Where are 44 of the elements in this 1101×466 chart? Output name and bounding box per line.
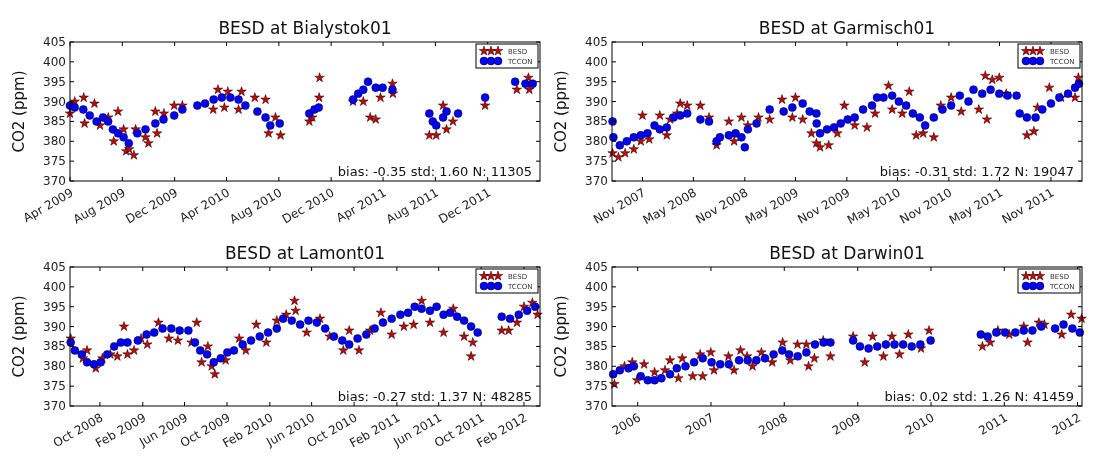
- y-tick-label: 405: [585, 35, 608, 49]
- y-tick-label: 395: [43, 74, 66, 89]
- y-tick-label: 385: [585, 114, 608, 129]
- y-axis-title: CO2 (ppm): [552, 295, 570, 378]
- y-tick-label: 370: [43, 174, 66, 188]
- y-tick-label: 390: [585, 319, 608, 334]
- y-tick-label: 390: [43, 319, 66, 334]
- y-tick-label: 375: [585, 379, 608, 394]
- y-tick-label: 400: [43, 279, 66, 294]
- annotation: bias: 0.02 std: 1.26 N: 41459: [884, 389, 1074, 404]
- y-tick-label: 380: [43, 359, 66, 374]
- y-tick-label: 380: [585, 134, 608, 149]
- y-tick-label: 370: [585, 174, 608, 188]
- y-tick-label: 380: [43, 134, 66, 149]
- y-axis-title: CO2 (ppm): [552, 70, 570, 153]
- annotation: bias: -0.35 std: 1.60 N: 11305: [337, 164, 532, 179]
- annotation: bias: -0.27 std: 1.37 N: 48285: [337, 389, 532, 404]
- chart-title: BESD at Lamont01: [224, 243, 386, 263]
- y-axis-title: CO2 (ppm): [10, 70, 28, 153]
- y-tick-label: 385: [43, 114, 66, 129]
- y-tick-label: 375: [43, 154, 66, 169]
- y-tick-label: 395: [585, 299, 608, 314]
- y-tick-label: 390: [585, 94, 608, 109]
- y-tick-label: 375: [43, 379, 66, 394]
- y-tick-label: 390: [43, 94, 66, 109]
- chart-title: BESD at Garmisch01: [758, 18, 936, 38]
- y-tick-label: 370: [585, 399, 608, 413]
- chart-title: BESD at Darwin01: [769, 243, 925, 263]
- y-tick-label: 405: [43, 35, 66, 49]
- y-axis-title: CO2 (ppm): [10, 295, 28, 378]
- y-tick-label: 380: [585, 359, 608, 374]
- y-tick-label: 400: [585, 279, 608, 294]
- y-tick-label: 400: [585, 54, 608, 69]
- y-tick-label: 400: [43, 54, 66, 69]
- annotation: bias: -0.31 std: 1.72 N: 19047: [879, 164, 1074, 179]
- y-tick-label: 395: [43, 299, 66, 314]
- chart-title: BESD at Bialystok01: [218, 18, 392, 38]
- y-tick-label: 405: [43, 260, 66, 274]
- y-tick-label: 375: [585, 154, 608, 169]
- y-tick-label: 385: [43, 339, 66, 354]
- y-tick-label: 385: [585, 339, 608, 354]
- y-tick-label: 370: [43, 399, 66, 413]
- y-tick-label: 405: [585, 260, 608, 274]
- y-tick-label: 395: [585, 74, 608, 89]
